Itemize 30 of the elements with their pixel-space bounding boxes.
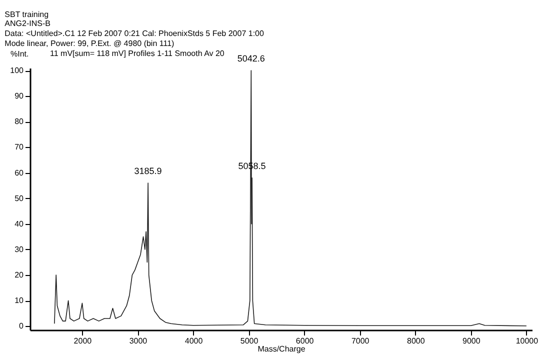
y-tick-label: 100 — [10, 66, 24, 76]
chart-title: SBT training — [4, 10, 49, 19]
y-tick-label: 0 — [19, 322, 24, 331]
chart-subtitle: ANG2-INS-B — [4, 19, 50, 28]
y-tick-label: 40 — [14, 219, 24, 228]
y-tick-label: 50 — [14, 194, 24, 203]
annotation: 3185.9 — [134, 166, 162, 176]
x-tick-label: 5000 — [240, 336, 259, 346]
y-tick-label: 10 — [14, 296, 24, 306]
x-tick-label: 6000 — [296, 336, 314, 346]
x-tick-label: 9000 — [462, 336, 481, 346]
y-tick-label: 80 — [14, 117, 24, 126]
x-tick-label: 10000 — [516, 336, 539, 346]
annotation: 5042.6 — [237, 54, 265, 64]
text: Data: <Untitled>.C1 12 Feb 2007 0:21 Cal: PhoenixStds 5 Feb 2007 1:00 — [4, 29, 264, 38]
text: 11 mV[sum= 118 mV] Profiles 1-11 Smooth Av 20 — [50, 49, 225, 58]
x-tick-label: 2000 — [74, 336, 92, 346]
x-tick-label: 4000 — [184, 336, 204, 346]
text: Mode linear, Power: 99, P.Ext. @ 4980 (bin 111) — [4, 39, 175, 48]
x-tick-label: 7000 — [351, 336, 370, 346]
y-tick-label: 60 — [14, 168, 24, 178]
y-tick-label: 20 — [14, 270, 24, 280]
y-tick-label: 30 — [14, 244, 24, 254]
y-tick-label: 90 — [14, 92, 24, 101]
x-tick-label: 8000 — [406, 336, 426, 346]
y-axis-title: %Int. — [10, 50, 29, 58]
line-series — [54, 70, 527, 326]
x-tick-label: 3000 — [129, 336, 148, 346]
y-tick-label: 70 — [14, 142, 24, 152]
x-axis-title: Mass/Charge — [258, 344, 306, 354]
